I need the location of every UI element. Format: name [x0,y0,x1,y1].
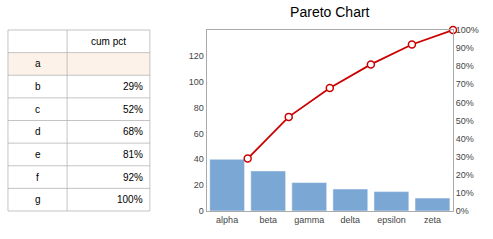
svg-text:delta: delta [341,215,361,225]
svg-text:60%: 60% [456,98,474,108]
svg-text:Pareto Chart: Pareto Chart [290,4,369,20]
svg-text:20%: 20% [456,170,474,180]
svg-text:beta: beta [259,215,277,225]
svg-text:80: 80 [194,103,204,113]
svg-text:alpha: alpha [216,215,238,225]
svg-text:e: e [35,149,41,160]
svg-text:81%: 81% [123,149,143,160]
svg-text:epsilon: epsilon [377,215,406,225]
svg-text:10%: 10% [456,188,474,198]
svg-text:60: 60 [194,129,204,139]
svg-text:29%: 29% [123,81,143,92]
svg-text:g: g [35,194,41,205]
svg-text:40: 40 [194,154,204,164]
svg-text:c: c [35,104,40,115]
svg-text:f: f [36,172,39,183]
svg-text:0: 0 [199,206,204,216]
svg-text:68%: 68% [123,126,143,137]
svg-text:20: 20 [194,180,204,190]
svg-text:100: 100 [189,77,204,87]
svg-text:70%: 70% [456,79,474,89]
svg-text:50%: 50% [456,116,474,126]
svg-text:cum pct: cum pct [91,36,126,47]
svg-text:100%: 100% [117,194,143,205]
svg-text:120: 120 [189,51,204,61]
svg-text:b: b [35,81,41,92]
svg-text:100%: 100% [456,25,479,35]
svg-text:a: a [35,58,41,69]
svg-text:80%: 80% [456,61,474,71]
svg-text:92%: 92% [123,172,143,183]
svg-text:90%: 90% [456,43,474,53]
svg-text:d: d [35,126,41,137]
svg-text:30%: 30% [456,152,474,162]
svg-text:40%: 40% [456,134,474,144]
svg-text:52%: 52% [123,104,143,115]
svg-text:zeta: zeta [424,215,441,225]
svg-text:0%: 0% [456,206,469,216]
svg-text:gamma: gamma [294,215,324,225]
